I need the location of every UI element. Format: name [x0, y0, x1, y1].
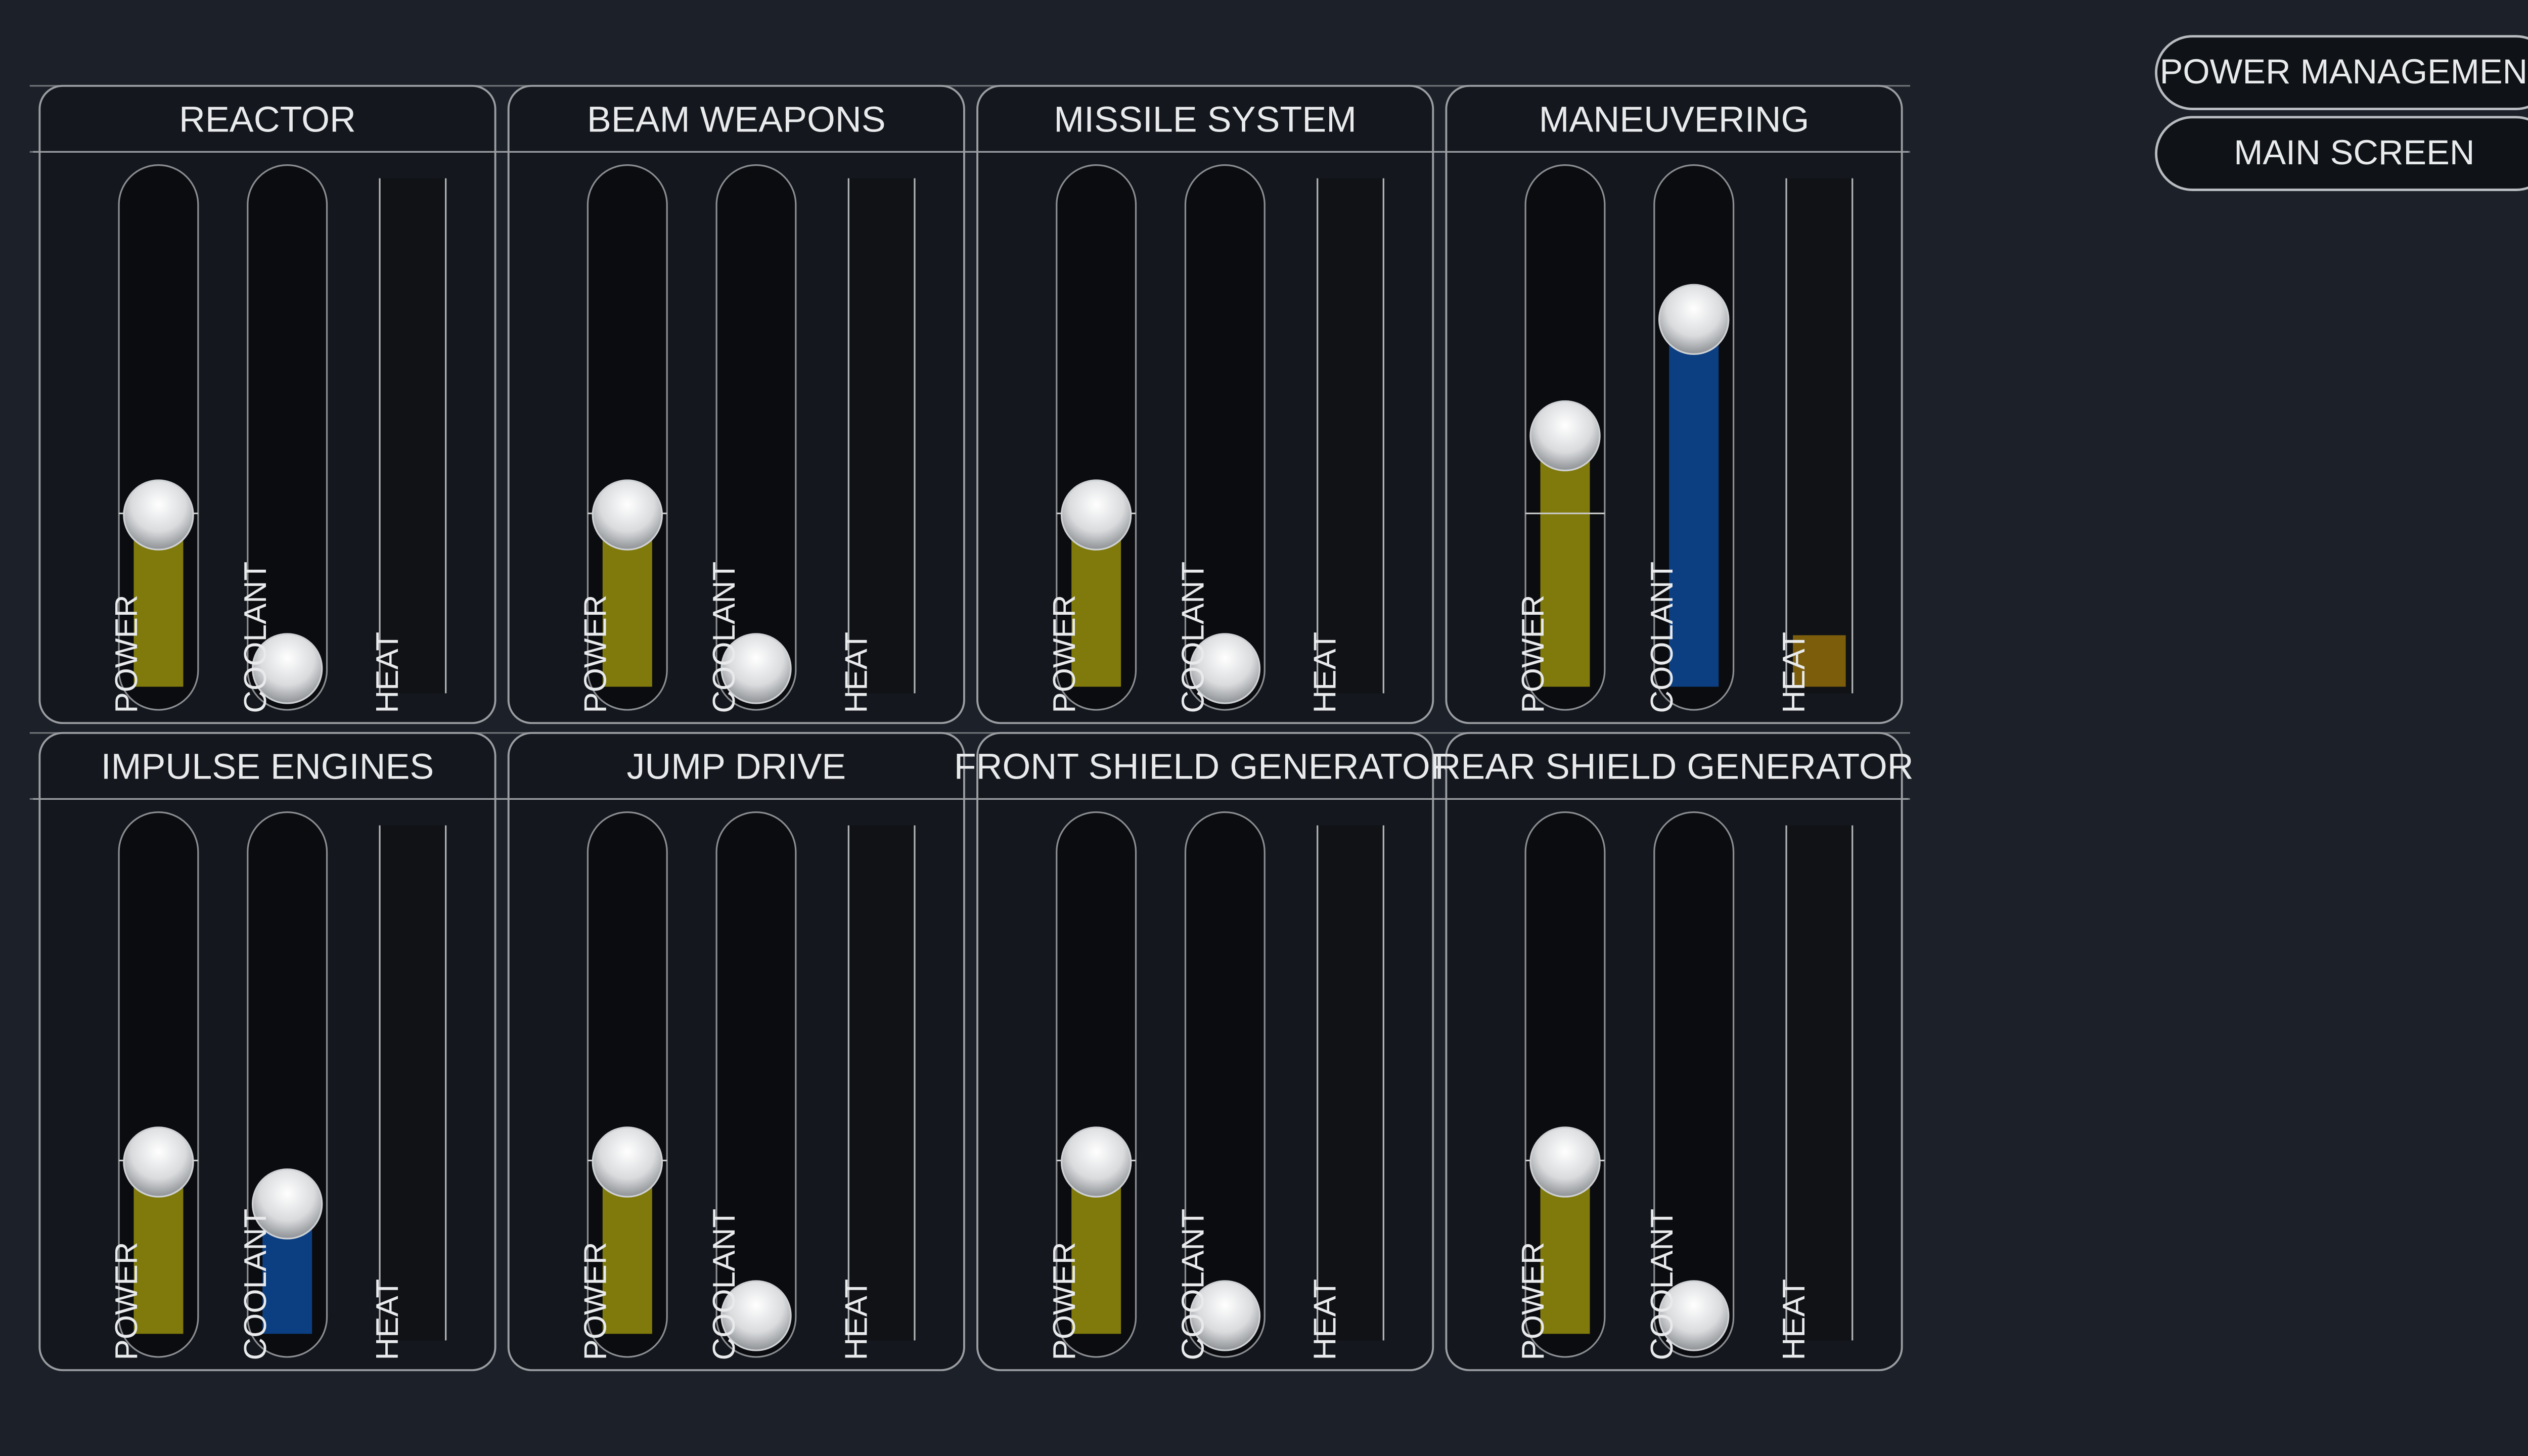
- panel-title: JUMP DRIVE: [626, 747, 846, 787]
- button-frame[interactable]: [2155, 116, 2528, 191]
- coolant-slider[interactable]: [715, 811, 797, 1358]
- heat-track: [1317, 178, 1384, 694]
- heat-track: [1786, 178, 1853, 694]
- coolant-label: COOLANT: [238, 562, 273, 713]
- heat-label: HEAT: [839, 632, 874, 713]
- panel-title: REACTOR: [179, 100, 356, 140]
- coolant-label: COOLANT: [1645, 562, 1680, 713]
- slider-knob[interactable]: [1060, 479, 1132, 551]
- power-slider[interactable]: [1056, 811, 1137, 1358]
- slider-knob[interactable]: [251, 633, 323, 704]
- power-slider[interactable]: [1524, 164, 1606, 711]
- heat-label: HEAT: [1308, 632, 1343, 713]
- panel-title: IMPULSE ENGINES: [101, 747, 434, 787]
- slider-track[interactable]: [715, 164, 797, 711]
- heat-track: [848, 825, 915, 1341]
- heat-label: HEAT: [1777, 632, 1812, 713]
- coolant-slider[interactable]: [1184, 811, 1266, 1358]
- slider-knob[interactable]: [720, 633, 792, 704]
- heat-label: HEAT: [370, 1279, 405, 1360]
- slider-knob[interactable]: [720, 1280, 792, 1351]
- heat-level: [1793, 635, 1846, 687]
- slider-knob[interactable]: [123, 479, 194, 551]
- system-panel: JUMP DRIVE POWER COOLANT HEAT: [502, 732, 971, 1372]
- system-panel: IMPULSE ENGINES POWER COOLANT HEAT: [33, 732, 502, 1372]
- system-panel: MISSILE SYSTEM POWER COOLANT HEAT: [971, 84, 1440, 724]
- coolant-label: COOLANT: [1176, 562, 1210, 713]
- system-panel: MANEUVERING POWER COOLANT HEAT: [1439, 84, 1909, 724]
- heat-track: [380, 178, 446, 694]
- system-panel: REAR SHIELD GENERATOR POWER COOLANT HEAT: [1434, 732, 1914, 1372]
- coolant-label: COOLANT: [1645, 1209, 1680, 1360]
- panel-title: BEAM WEAPONS: [587, 100, 886, 140]
- heat-track: [1786, 825, 1853, 1341]
- heat-track: [1317, 825, 1384, 1341]
- heat-track: [848, 178, 915, 694]
- slider-knob[interactable]: [592, 1126, 663, 1198]
- heat-track: [380, 825, 446, 1341]
- power-label: POWER: [109, 1242, 144, 1360]
- power-label: POWER: [578, 595, 613, 713]
- power-label: POWER: [1516, 595, 1551, 713]
- power-slider[interactable]: [1524, 811, 1606, 1358]
- coolant-label: COOLANT: [238, 1209, 273, 1360]
- power-label: POWER: [578, 1242, 613, 1360]
- slider-track[interactable]: [1184, 811, 1266, 1358]
- coolant-slider[interactable]: [247, 164, 328, 711]
- slider-track[interactable]: [247, 164, 328, 711]
- heat-label: HEAT: [839, 1279, 874, 1360]
- coolant-label: COOLANT: [1176, 1209, 1210, 1360]
- system-panel: FRONT SHIELD GENERATOR POWER COOLANT HEAT: [954, 732, 1457, 1372]
- coolant-slider[interactable]: [1184, 164, 1266, 711]
- slider-track[interactable]: [715, 811, 797, 1358]
- button-main-screen[interactable]: MAIN SCREEN: [2155, 116, 2528, 191]
- system-panels: REACTOR POWER COOLANT HEAT BEAM WEAPONS POWER…: [29, 84, 1914, 1372]
- slider-knob[interactable]: [1060, 1126, 1132, 1198]
- coolant-slider[interactable]: [715, 164, 797, 711]
- power-label: POWER: [1516, 1242, 1551, 1360]
- panel-title: FRONT SHIELD GENERATOR: [954, 747, 1457, 787]
- coolant-slider[interactable]: [1653, 164, 1735, 711]
- slider-knob[interactable]: [1529, 400, 1601, 472]
- slider-knob[interactable]: [1189, 633, 1261, 704]
- power-slider[interactable]: [586, 811, 668, 1358]
- power-label: POWER: [109, 595, 144, 713]
- system-panel: BEAM WEAPONS POWER COOLANT HEAT: [502, 84, 971, 724]
- button-label[interactable]: MAIN SCREEN: [2234, 133, 2474, 172]
- coolant-slider[interactable]: [1653, 811, 1735, 1358]
- power-label: POWER: [1047, 595, 1082, 713]
- power-level: [1540, 436, 1590, 687]
- button-power-management[interactable]: POWER MANAGEMENT: [2155, 35, 2528, 110]
- button-label[interactable]: POWER MANAGEMENT: [2160, 52, 2528, 91]
- coolant-level: [1669, 319, 1719, 687]
- heat-label: HEAT: [370, 632, 405, 713]
- slider-knob[interactable]: [592, 479, 663, 551]
- heat-label: HEAT: [1308, 1279, 1343, 1360]
- slider-knob[interactable]: [1658, 1280, 1730, 1351]
- power-slider[interactable]: [118, 164, 199, 711]
- coolant-label: COOLANT: [707, 562, 742, 713]
- power-slider[interactable]: [118, 811, 199, 1358]
- system-panel: REACTOR POWER COOLANT HEAT: [33, 84, 502, 724]
- panel-title: MANEUVERING: [1539, 100, 1810, 140]
- button-frame[interactable]: [2155, 35, 2528, 110]
- power-slider[interactable]: [586, 164, 668, 711]
- slider-knob[interactable]: [123, 1126, 194, 1198]
- panel-title: MISSILE SYSTEM: [1054, 100, 1357, 140]
- heat-label: HEAT: [1777, 1279, 1812, 1360]
- slider-knob[interactable]: [1529, 1126, 1601, 1198]
- slider-knob[interactable]: [251, 1168, 323, 1240]
- coolant-slider[interactable]: [247, 811, 328, 1358]
- slider-track[interactable]: [1184, 164, 1266, 711]
- slider-knob[interactable]: [1658, 284, 1730, 355]
- power-slider[interactable]: [1056, 164, 1137, 711]
- coolant-label: COOLANT: [707, 1209, 742, 1360]
- slider-track[interactable]: [1653, 811, 1735, 1358]
- slider-knob[interactable]: [1189, 1280, 1261, 1351]
- panel-title: REAR SHIELD GENERATOR: [1434, 747, 1913, 787]
- power-label: POWER: [1047, 1242, 1082, 1360]
